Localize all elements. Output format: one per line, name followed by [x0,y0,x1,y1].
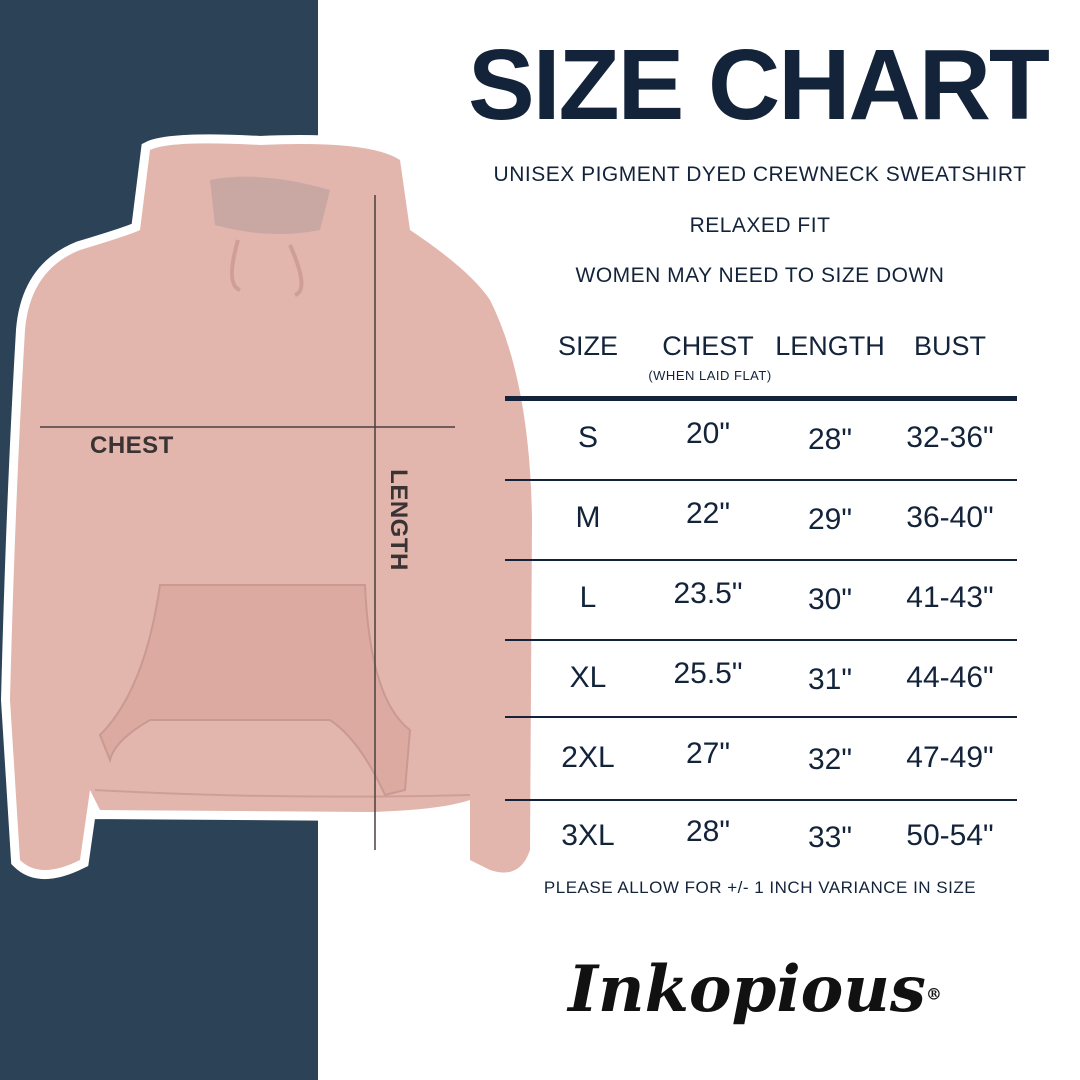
table-cell-bust: 50-54" [906,819,994,852]
table-cell-length: 33" [807,821,853,854]
row-divider [505,799,1017,801]
table-cell-length: 32" [807,743,853,776]
table-cell-size: S [577,421,598,454]
chest-label: CHEST [90,432,174,459]
header-bust: BUST [913,331,986,361]
table-cell-length: 31" [807,663,853,696]
variance-note: PLEASE ALLOW FOR +/- 1 INCH VARIANCE IN … [543,878,977,897]
table-cell-bust: 32-36" [906,421,994,454]
page-title: SIZE CHART [468,29,1050,141]
hoodie-image [10,143,532,873]
row-divider [505,716,1017,718]
table-cell-chest: 27" [685,737,731,770]
table-cell-chest: 25.5" [673,657,743,690]
table-cell-length: 29" [807,503,853,536]
table-cell-size: 2XL [561,741,615,774]
row-divider [505,639,1017,641]
table-cell-bust: 36-40" [906,501,994,534]
subtitle-product: UNISEX PIGMENT DYED CREWNECK SWEATSHIRT [493,163,1027,186]
table-cell-length: 30" [807,583,853,616]
table-cell-chest: 22" [685,497,731,530]
header-length: LENGTH [775,331,885,361]
row-divider [505,559,1017,561]
inkopious-logo: Inkopious® [568,952,942,1027]
header-size: SIZE [557,331,618,361]
table-cell-size: 3XL [561,819,615,852]
table-cell-chest: 23.5" [673,577,743,610]
header-divider [505,396,1017,401]
table-cell-length: 28" [807,423,853,456]
subtitle-sizing-note: WOMEN MAY NEED TO SIZE DOWN [575,264,945,287]
table-cell-size: XL [569,661,607,694]
table-cell-size: M [575,501,601,534]
table-cell-bust: 47-49" [906,741,994,774]
table-cell-bust: 44-46" [906,661,994,694]
header-chest: CHEST [662,331,754,361]
table-cell-size: L [579,581,597,614]
table-cell-bust: 41-43" [906,581,994,614]
subtitle-fit: RELAXED FIT [689,214,831,237]
table-cell-chest: 20" [685,417,731,450]
row-divider [505,479,1017,481]
table-cell-chest: 28" [685,815,731,848]
length-label: LENGTH [385,469,412,571]
chest-note: (WHEN LAID FLAT) [648,368,772,383]
